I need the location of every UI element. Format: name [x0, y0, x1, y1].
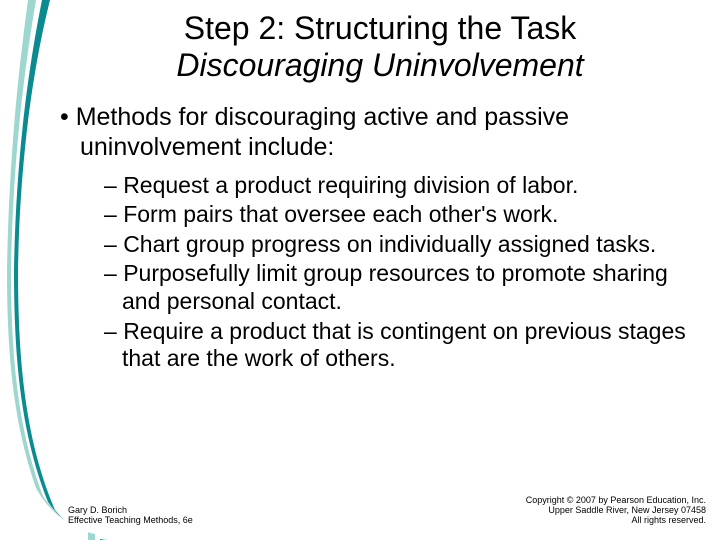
sub-bullet: Request a product requiring division of …	[122, 172, 700, 200]
footer-rights: All rights reserved.	[526, 516, 706, 526]
footer-right: Copyright © 2007 by Pearson Education, I…	[526, 496, 706, 526]
slide-title-line1: Step 2: Structuring the Task	[60, 10, 700, 47]
sub-bullet: Require a product that is contingent on …	[122, 318, 700, 373]
footer-book: Effective Teaching Methods, 6e	[68, 516, 193, 526]
footer-left: Gary D. Borich Effective Teaching Method…	[68, 506, 193, 526]
slide-title-line2: Discouraging Uninvolvement	[60, 47, 700, 84]
sub-bullet: Form pairs that oversee each other's wor…	[122, 201, 700, 229]
intro-bullet: Methods for discouraging active and pass…	[80, 102, 700, 162]
sub-bullet: Purposefully limit group resources to pr…	[122, 260, 700, 315]
sub-bullet: Chart group progress on individually ass…	[122, 231, 700, 259]
sub-bullet-list: Request a product requiring division of …	[104, 172, 700, 373]
